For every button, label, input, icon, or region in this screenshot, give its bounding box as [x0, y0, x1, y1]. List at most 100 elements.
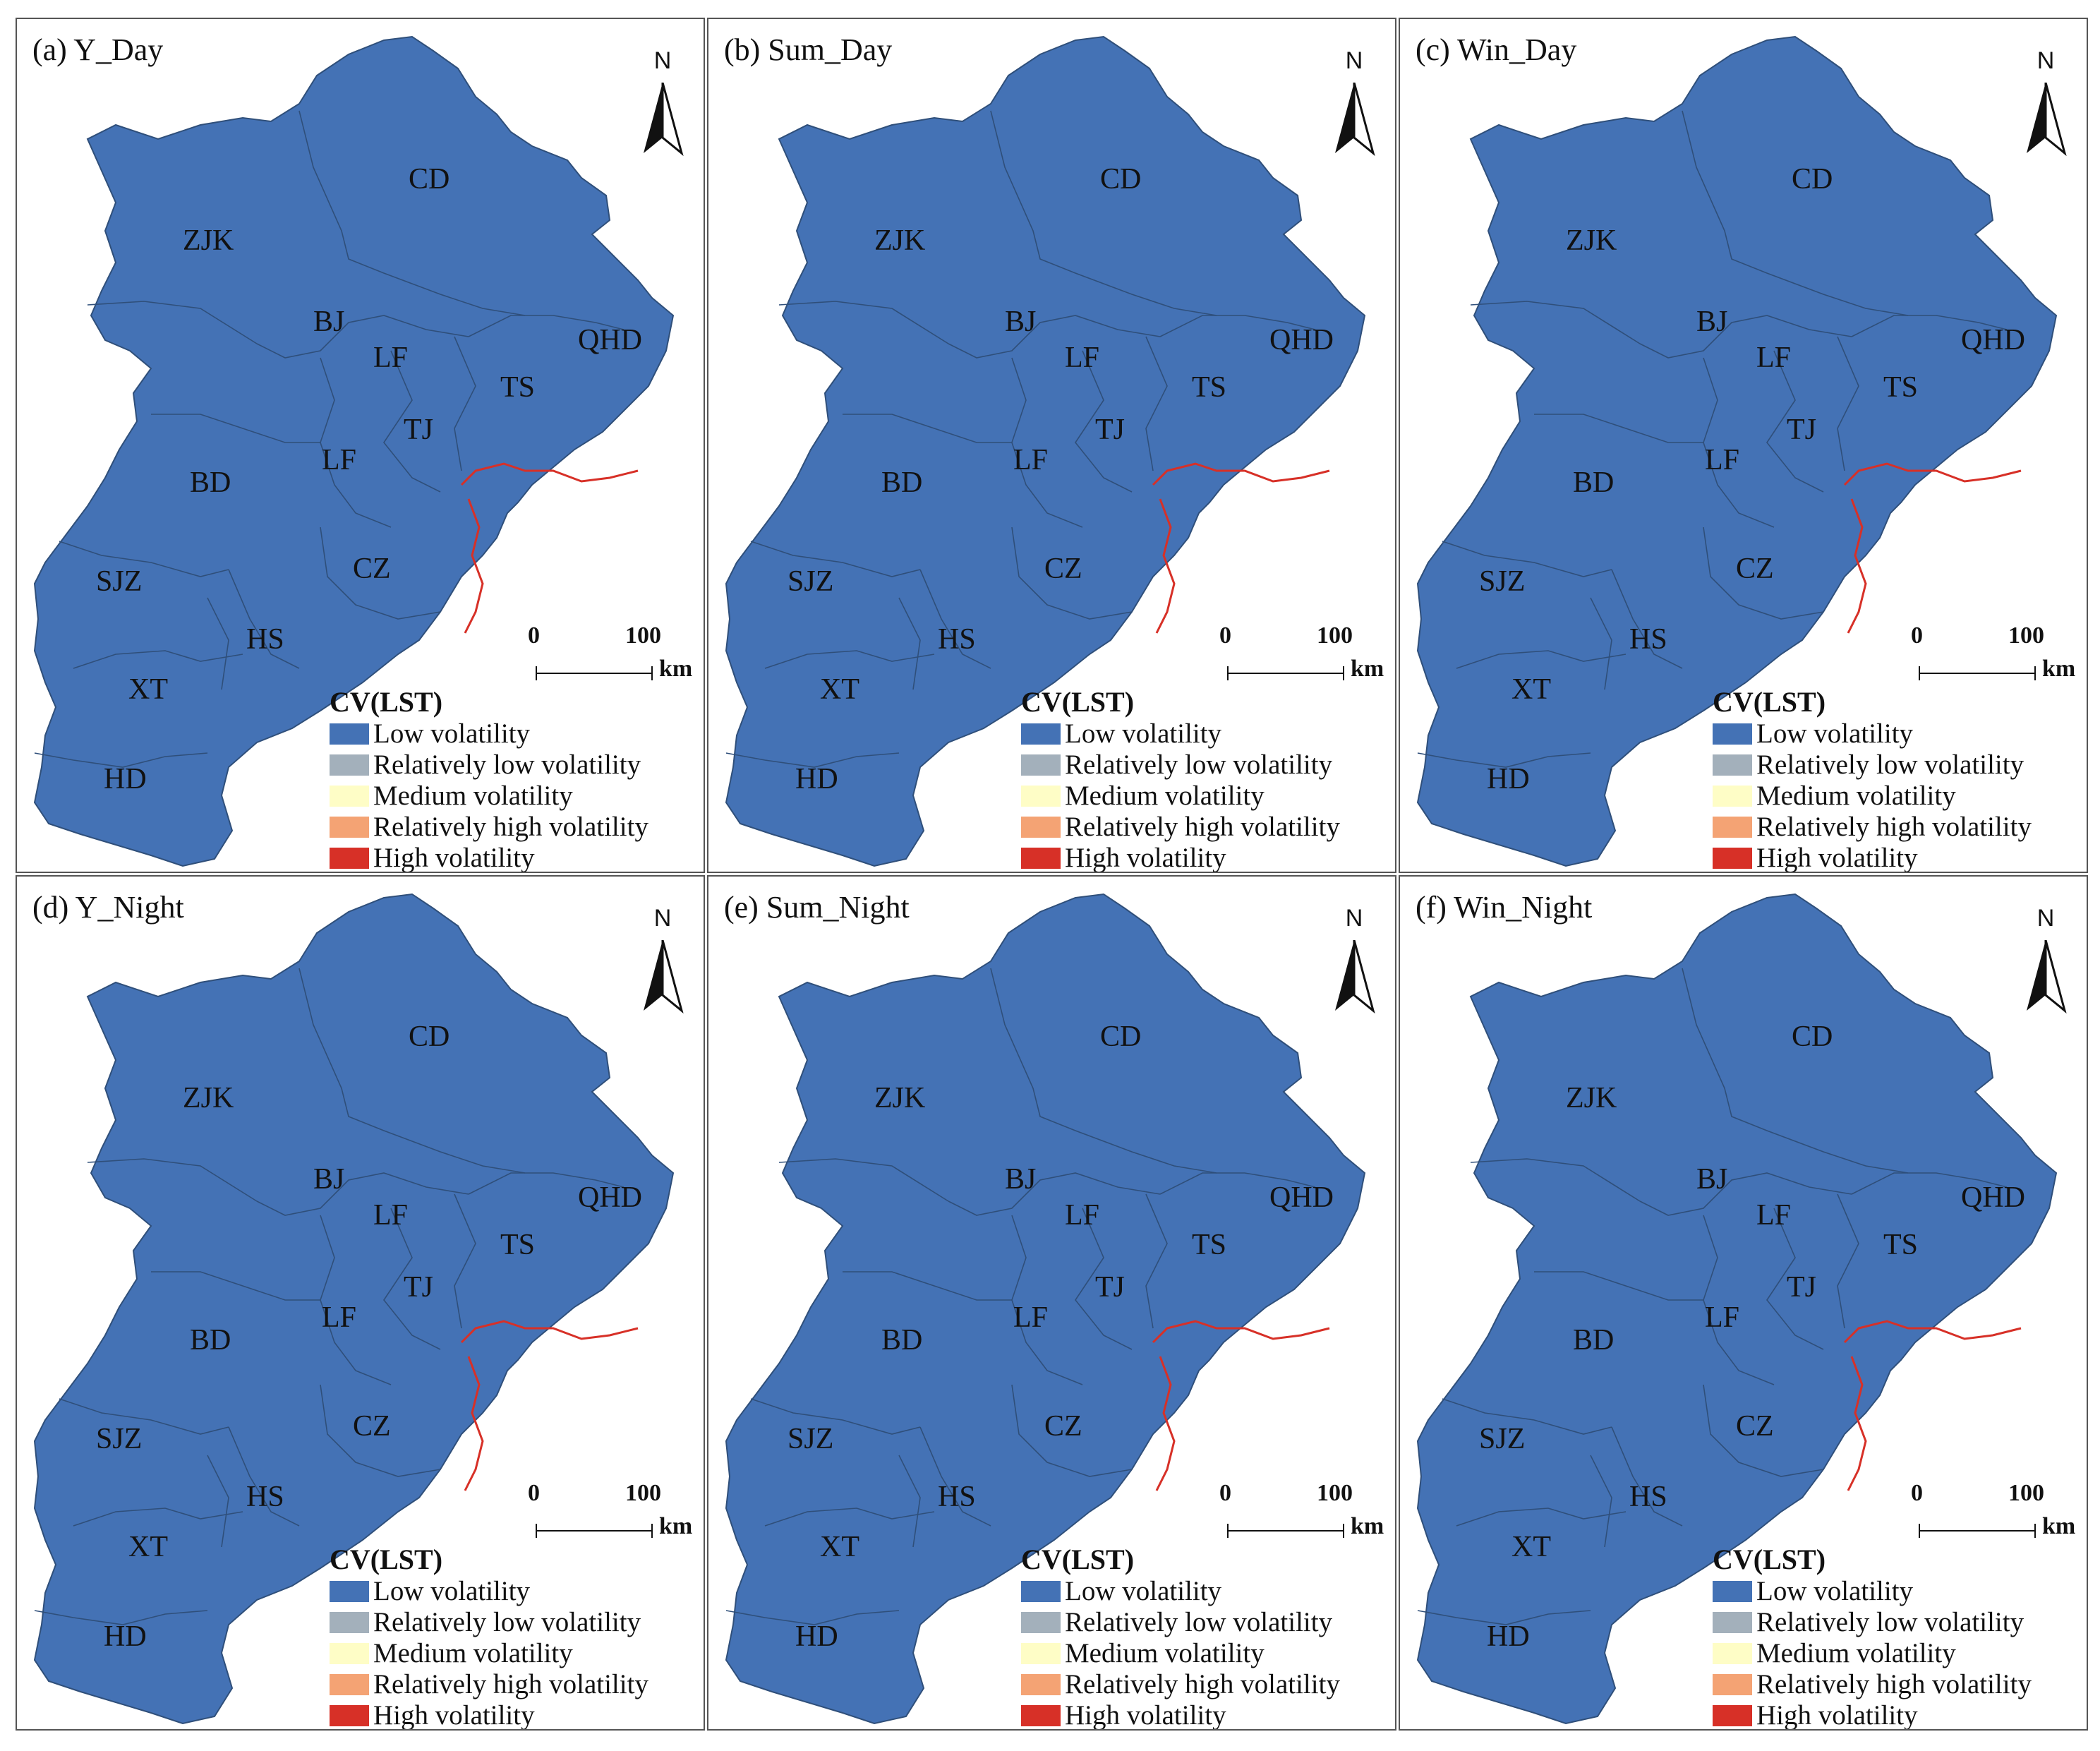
scale-unit-label: km [1351, 656, 1384, 682]
north-arrow: N [2021, 905, 2070, 1025]
scale-bar: 0 100 km [1202, 608, 1386, 686]
region-label-hd: HD [104, 763, 147, 795]
panel-title: (c) Win_Day [1416, 32, 1577, 67]
legend: CV(LST) Low volatility Relatively low vol… [1713, 686, 2087, 872]
map-panel-5: CD ZJK BJ LF QHD TS TJ LF BD CZ SJZ HS X… [707, 875, 1396, 1731]
region-polygon [33, 35, 675, 867]
region-label-lf-south: LF [322, 444, 356, 476]
legend: CV(LST) Low volatility Relatively low vol… [1713, 1544, 2087, 1729]
north-arrow-icon [2027, 83, 2067, 157]
north-label: N [653, 905, 672, 932]
north-label: N [653, 47, 672, 74]
legend-item: High volatility [330, 1700, 704, 1729]
scale-start-label: 0 [1911, 622, 1923, 649]
legend-item: High volatility [1713, 1700, 2087, 1729]
legend-title: CV(LST) [1713, 686, 1826, 718]
north-arrow-icon [644, 83, 684, 157]
district-boundaries [725, 968, 1316, 1625]
region-label-tj: TJ [1095, 414, 1125, 446]
scale-end-label: 100 [2008, 622, 2044, 649]
region-label-qhd: QHD [578, 1181, 642, 1214]
legend-item: Relatively low volatility [1021, 750, 1395, 781]
legend-label: Relatively low volatility [1065, 1607, 1333, 1637]
north-arrow: N [638, 905, 687, 1025]
legend-label: Relatively high volatility [373, 1669, 648, 1699]
coastline [1843, 462, 2022, 486]
map-panel-6: CD ZJK BJ LF QHD TS TJ LF BD CZ SJZ HS X… [1399, 875, 2088, 1731]
legend-label: Relatively high volatility [373, 812, 648, 842]
region-label-sjz: SJZ [1479, 565, 1525, 598]
scale-end-label: 100 [625, 1480, 661, 1506]
region-label-bd: BD [881, 467, 922, 499]
scale-end-label: 100 [2008, 1480, 2044, 1506]
legend-label: Relatively low volatility [1756, 1607, 2024, 1637]
region-label-xt: XT [1511, 673, 1551, 706]
legend-item: Medium volatility [1713, 781, 2087, 812]
north-arrow-icon [644, 940, 684, 1014]
legend-label: High volatility [1065, 1700, 1226, 1731]
legend-label: Low volatility [1756, 1576, 1914, 1606]
legend-item: High volatility [1021, 1700, 1395, 1731]
scale-end-label: 100 [1317, 622, 1353, 649]
legend-swatch [330, 1581, 369, 1603]
legend-label: Relatively high volatility [1065, 812, 1340, 842]
legend-title: CV(LST) [1021, 1544, 1135, 1575]
legend-label: Relatively low volatility [373, 1607, 641, 1637]
map-panel-2: CD ZJK BJ LF QHD TS TJ LF BD CZ SJZ HS X… [707, 18, 1396, 873]
legend-item: Medium volatility [1713, 1638, 2087, 1669]
legend-swatch [1021, 1643, 1061, 1665]
legend-label: Low volatility [1065, 718, 1222, 749]
scale-start-label: 0 [528, 622, 540, 649]
region-labels: CD ZJK BJ LF QHD TS TJ LF BD CZ SJZ HS X… [96, 1021, 642, 1653]
legend-label: Relatively high volatility [1065, 1669, 1340, 1699]
scale-bar: 0 100 km [1894, 1466, 2077, 1544]
region-label-cz: CZ [1736, 553, 1774, 585]
legend-item: Low volatility [330, 1576, 704, 1607]
north-arrow: N [1329, 905, 1379, 1025]
panel-title: (e) Sum_Night [724, 890, 910, 925]
coastline-islets [1847, 1356, 1867, 1491]
region-label-cd: CD [409, 163, 449, 195]
region-label-bj: BJ [313, 306, 344, 338]
scale-start-label: 0 [1219, 1480, 1231, 1506]
scale-bar: 0 100 km [1894, 608, 2077, 686]
district-boundaries [1417, 968, 2008, 1625]
legend-item: Relatively high volatility [330, 1669, 704, 1700]
region-label-bd: BD [190, 1324, 231, 1356]
scale-unit-label: km [659, 1513, 693, 1539]
legend-item: Low volatility [1713, 1576, 2087, 1607]
district-boundaries [1417, 110, 2008, 768]
region-label-cz: CZ [1044, 553, 1082, 585]
panel-title: (f) Win_Night [1416, 890, 1593, 925]
legend-swatch [1021, 1581, 1061, 1603]
region-label-bj: BJ [1696, 306, 1727, 338]
region-label-hs: HS [246, 623, 284, 656]
legend-swatch [1021, 1612, 1061, 1634]
region-labels: CD ZJK BJ LF QHD TS TJ LF BD CZ SJZ HS X… [96, 163, 642, 795]
legend-swatch [330, 817, 369, 838]
region-label-xt: XT [1511, 1531, 1551, 1563]
region-label-hd: HD [795, 763, 838, 795]
region-label-qhd: QHD [1269, 324, 1334, 356]
legend: CV(LST) Low volatility Relatively low vol… [1021, 686, 1395, 872]
scale-end-label: 100 [625, 622, 661, 649]
region-label-hs: HS [246, 1481, 284, 1513]
scale-end-label: 100 [1317, 1480, 1353, 1506]
legend-item: Relatively high volatility [1713, 812, 2087, 843]
region-label-qhd: QHD [578, 324, 642, 356]
legend-swatch [1713, 754, 1752, 776]
legend-items: Low volatility Relatively low volatility M… [1713, 1576, 2087, 1729]
scale-unit-label: km [659, 656, 693, 682]
region-label-sjz: SJZ [1479, 1423, 1525, 1455]
legend-title: CV(LST) [1713, 1544, 1826, 1575]
legend-label: Low volatility [373, 718, 531, 749]
legend-swatch [1713, 848, 1752, 870]
region-label-bd: BD [1573, 467, 1614, 499]
region-label-ts: TS [1883, 371, 1918, 404]
region-label-hd: HD [1487, 763, 1530, 795]
legend-title: CV(LST) [330, 1544, 443, 1575]
region-label-lf-north: LF [373, 342, 408, 374]
legend-swatch [1021, 817, 1061, 838]
legend-label: Relatively high volatility [1756, 812, 2032, 842]
legend-item: High volatility [1713, 843, 2087, 872]
